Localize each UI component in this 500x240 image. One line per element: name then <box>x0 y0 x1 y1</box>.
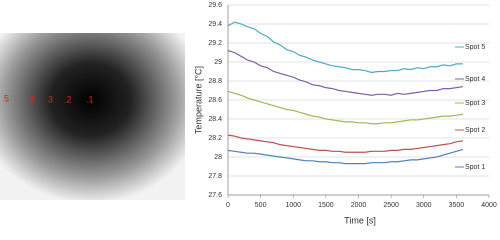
x-tick-label: 4000 <box>481 202 497 209</box>
spot-label: .2 <box>64 94 72 104</box>
y-tick-label: 29 <box>214 59 222 66</box>
series-line <box>227 50 463 96</box>
y-tick-label: 27.6 <box>208 192 222 199</box>
figure: 5 .4 3 .2 .1 Time [s] Temperature [°C] 2… <box>0 2 497 225</box>
y-tick-label: 28.6 <box>208 97 222 104</box>
spot-label: .4 <box>27 94 35 104</box>
series-line <box>227 21 463 74</box>
y-axis-label: Temperature [°C] <box>193 66 203 134</box>
x-tick-label: 3000 <box>416 202 432 209</box>
y-tick-label: 28.8 <box>208 78 222 85</box>
y-tick-label: 29.4 <box>208 21 222 28</box>
series-line <box>227 134 463 153</box>
x-tick-label: 1000 <box>285 202 301 209</box>
x-axis-label: Time [s] <box>344 215 376 225</box>
x-tick-label: 2500 <box>383 202 399 209</box>
legend-label: Spot 3 <box>465 100 485 107</box>
x-tick-label: 0 <box>226 202 230 209</box>
y-tick-label: 28 <box>214 154 222 161</box>
x-tick-label: 500 <box>255 202 267 209</box>
legend-label: Spot 4 <box>465 76 485 83</box>
spot-label: .1 <box>86 94 94 104</box>
series-line <box>227 148 464 165</box>
x-tick-label: 3500 <box>449 202 465 209</box>
spot-label: 3 <box>48 94 53 104</box>
y-tick-label: 27.8 <box>208 173 222 180</box>
spot-label: 5 <box>4 93 9 103</box>
legend-label: Spot 1 <box>465 164 485 171</box>
y-tick-label: 29.2 <box>208 40 222 47</box>
x-tick-label: 1500 <box>318 202 334 209</box>
legend-label: Spot 5 <box>465 44 485 51</box>
y-tick-label: 29.6 <box>208 2 222 9</box>
thermal-image <box>0 33 185 200</box>
series-line <box>227 90 463 125</box>
y-tick-label: 28.4 <box>208 116 222 123</box>
legend-label: Spot 2 <box>465 127 485 134</box>
y-tick-label: 28.2 <box>208 135 222 142</box>
x-tick-label: 2000 <box>351 202 367 209</box>
